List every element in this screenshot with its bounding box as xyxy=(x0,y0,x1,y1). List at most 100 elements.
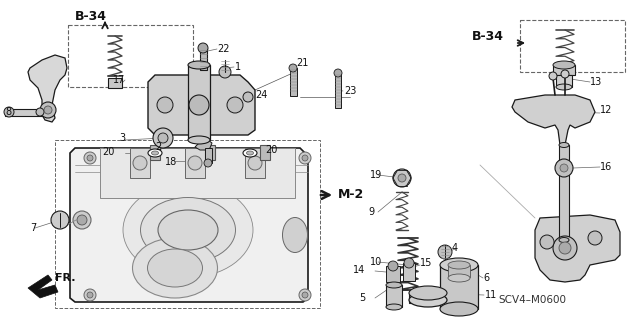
Text: 9: 9 xyxy=(368,207,374,217)
Circle shape xyxy=(553,236,577,260)
Circle shape xyxy=(133,156,147,170)
Circle shape xyxy=(388,261,398,271)
Circle shape xyxy=(188,156,202,170)
Polygon shape xyxy=(148,75,255,135)
Ellipse shape xyxy=(188,136,210,144)
Bar xyxy=(448,265,470,277)
Bar xyxy=(68,25,193,87)
Circle shape xyxy=(393,169,411,187)
Ellipse shape xyxy=(386,282,402,288)
Ellipse shape xyxy=(246,151,253,155)
Circle shape xyxy=(438,245,452,259)
Ellipse shape xyxy=(147,249,202,287)
Polygon shape xyxy=(195,140,212,150)
Text: B-34: B-34 xyxy=(75,11,107,24)
Ellipse shape xyxy=(123,182,253,278)
Bar xyxy=(108,78,122,88)
Circle shape xyxy=(560,164,568,172)
Text: 3: 3 xyxy=(119,133,125,143)
Text: 14: 14 xyxy=(353,265,365,275)
Circle shape xyxy=(299,152,311,164)
Text: 2: 2 xyxy=(155,142,161,152)
Ellipse shape xyxy=(553,61,575,69)
Circle shape xyxy=(158,133,168,143)
Text: 1: 1 xyxy=(235,62,241,72)
Bar xyxy=(260,145,270,160)
Circle shape xyxy=(555,159,573,177)
Text: 10: 10 xyxy=(370,257,382,267)
Text: 15: 15 xyxy=(420,258,433,268)
Circle shape xyxy=(40,102,56,118)
Circle shape xyxy=(540,235,554,249)
Bar xyxy=(403,263,415,281)
Bar xyxy=(185,148,205,178)
Bar xyxy=(188,65,210,140)
Text: 7: 7 xyxy=(30,223,36,233)
Bar xyxy=(335,73,341,108)
Polygon shape xyxy=(28,275,58,298)
Circle shape xyxy=(51,211,69,229)
Circle shape xyxy=(36,108,44,116)
Circle shape xyxy=(4,107,14,117)
Circle shape xyxy=(84,289,96,301)
Circle shape xyxy=(153,128,173,148)
Text: FR.: FR. xyxy=(55,273,76,283)
Ellipse shape xyxy=(386,304,402,310)
Ellipse shape xyxy=(243,149,257,157)
Ellipse shape xyxy=(440,258,478,272)
Text: 24: 24 xyxy=(255,90,268,100)
Polygon shape xyxy=(535,215,620,282)
Bar xyxy=(290,68,297,96)
Circle shape xyxy=(87,292,93,298)
Ellipse shape xyxy=(152,151,159,155)
Polygon shape xyxy=(70,148,308,302)
Circle shape xyxy=(299,289,311,301)
Text: 5: 5 xyxy=(359,293,365,303)
Bar xyxy=(556,75,572,87)
Text: 18: 18 xyxy=(165,157,177,167)
Text: 11: 11 xyxy=(485,290,497,300)
Circle shape xyxy=(248,156,262,170)
Text: 20: 20 xyxy=(102,147,115,157)
Text: M-2: M-2 xyxy=(338,189,364,202)
Ellipse shape xyxy=(559,238,569,242)
Text: 20: 20 xyxy=(265,145,277,155)
Ellipse shape xyxy=(409,286,447,300)
Text: 13: 13 xyxy=(590,77,602,87)
Bar xyxy=(553,65,575,75)
Bar xyxy=(5,109,43,116)
Circle shape xyxy=(549,72,557,80)
Circle shape xyxy=(302,155,308,161)
Circle shape xyxy=(73,211,91,229)
Ellipse shape xyxy=(448,274,470,282)
Text: 21: 21 xyxy=(296,58,308,68)
Circle shape xyxy=(204,159,212,167)
Text: 6: 6 xyxy=(483,273,489,283)
Ellipse shape xyxy=(282,218,307,253)
Text: 16: 16 xyxy=(600,162,612,172)
Polygon shape xyxy=(28,55,67,122)
Bar xyxy=(150,145,160,160)
Bar xyxy=(100,148,295,198)
Circle shape xyxy=(404,258,414,268)
Circle shape xyxy=(189,95,209,115)
Ellipse shape xyxy=(448,261,470,269)
Circle shape xyxy=(334,69,342,77)
Text: 8: 8 xyxy=(5,107,11,117)
Circle shape xyxy=(289,64,297,72)
Ellipse shape xyxy=(141,197,236,263)
Circle shape xyxy=(243,92,253,102)
Circle shape xyxy=(198,43,208,53)
Circle shape xyxy=(561,70,569,78)
Bar xyxy=(55,140,320,308)
Circle shape xyxy=(87,155,93,161)
Bar xyxy=(205,148,212,163)
Circle shape xyxy=(398,174,406,182)
Bar xyxy=(409,293,447,303)
Ellipse shape xyxy=(559,143,569,147)
Circle shape xyxy=(84,152,96,164)
Bar xyxy=(245,148,265,178)
Polygon shape xyxy=(512,95,595,145)
Ellipse shape xyxy=(132,238,218,298)
Ellipse shape xyxy=(188,61,210,69)
